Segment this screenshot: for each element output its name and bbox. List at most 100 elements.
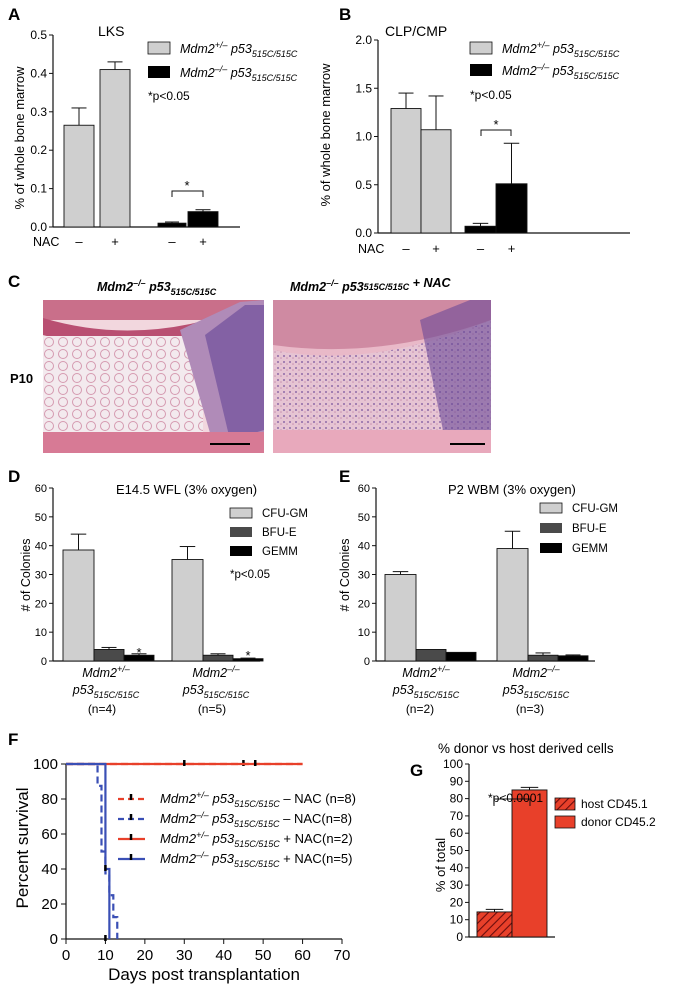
bar: [63, 124, 95, 228]
bar-gemm: [445, 651, 477, 662]
svg-text:Mdm2–/–: Mdm2–/–: [192, 664, 240, 680]
legend-label-het: Mdm2+/– p53515C/515C: [180, 40, 298, 59]
y-tick-label: 30: [35, 570, 47, 582]
y-tick-label: 2.0: [355, 33, 372, 47]
legend-label-null: Mdm2–/– p53515C/515C: [180, 64, 298, 83]
svg-text:Mdm2+/–: Mdm2+/–: [402, 664, 450, 680]
svg-text:p53515C/515C: p53515C/515C: [182, 683, 250, 700]
legend-label: donor CD45.2: [581, 815, 656, 829]
bar: [99, 69, 131, 228]
chart-title: CLP/CMP: [385, 23, 447, 39]
chart-title: % donor vs host derived cells: [438, 741, 614, 756]
bar: [420, 129, 452, 234]
y-tick-label: 100: [443, 757, 463, 771]
svg-text:p53515C/515C: p53515C/515C: [392, 683, 460, 700]
y-tick-label: 60: [41, 826, 58, 843]
x-tick-label: 20: [137, 947, 154, 964]
y-tick-label: 0.5: [355, 178, 372, 192]
legend: Mdm2+/– p53515C/515C Mdm2–/– p53515C/515…: [469, 40, 620, 102]
nac-label: NAC: [358, 242, 384, 256]
significance-star: *: [245, 648, 250, 663]
y-axis-label: # of Colonies: [338, 539, 352, 612]
nac-label: NAC: [33, 235, 59, 249]
plot-area: 0 10 20 30 40 50 60 * *: [35, 483, 264, 668]
legend-swatch-bfu-e: [540, 523, 562, 533]
legend-label: CFU-GM: [572, 503, 618, 515]
y-tick-label: 0: [364, 656, 370, 668]
y-tick-label: 70: [450, 809, 464, 823]
significance-bracket: [493, 798, 531, 806]
group-label-null: Mdm2–/– p53515C/515C (n=3): [502, 664, 570, 716]
y-tick-label: 20: [35, 598, 47, 610]
bar: [157, 222, 187, 228]
histology-title-left: Mdm2–/– p53515C/515C: [97, 278, 217, 297]
y-tick-label: 0.5: [30, 28, 47, 42]
significance-note: *p<0.0001: [488, 791, 543, 805]
panel-e: E P2 WBM (3% oxygen) # of Colonies 0 10 20…: [338, 467, 618, 716]
nac-treatment-label: –: [168, 234, 176, 249]
plot-area: 0 10 20 30 40 50 60: [358, 483, 595, 668]
plot-area: 0 20 40 60 80 100 0 10 20 30 40 50 60 70: [33, 756, 350, 964]
legend-label: host CD45.1: [581, 797, 648, 811]
panel-a: A LKS % of whole bone marrow 0.00.10.20.…: [8, 5, 298, 249]
y-tick-label: 0.1: [30, 182, 47, 196]
legend-label: Mdm2+/– p53515C/515C + NAC(n=2): [160, 830, 353, 849]
y-tick-label: 50: [35, 512, 47, 524]
significance-star: *: [493, 117, 498, 132]
legend: Mdm2+/– p53515C/515C – NAC (n=8)Mdm2–/– …: [118, 790, 356, 869]
legend-label-het: Mdm2+/– p53515C/515C: [502, 40, 620, 59]
chart-title: P2 WBM (3% oxygen): [448, 482, 576, 497]
group-label-het: Mdm2+/– p53515C/515C (n=2): [392, 664, 460, 716]
panel-b: B CLP/CMP % of whole bone marrow 0.0 0.5 1…: [318, 5, 630, 256]
bar-cfu-gm: [171, 559, 204, 662]
svg-text:(n=3): (n=3): [516, 702, 544, 716]
panel-f: F Percent survival Days post transplanta…: [8, 730, 356, 984]
bar: [390, 108, 422, 234]
bar-bfu-e: [415, 649, 447, 662]
y-axis-label: # of Colonies: [19, 539, 33, 612]
svg-text:Mdm2–/–: Mdm2–/–: [512, 664, 560, 680]
legend-label: BFU-E: [262, 527, 297, 539]
svg-text:(n=4): (n=4): [88, 702, 116, 716]
significance-note: *p<0.05: [230, 569, 270, 581]
panel-letter: B: [339, 5, 351, 24]
y-tick-label: 40: [35, 541, 47, 553]
significance-note: *p<0.05: [148, 89, 190, 103]
significance-star: *: [184, 178, 189, 193]
y-axis-label: % of whole bone marrow: [318, 63, 333, 207]
bar-cfu-gm: [384, 574, 417, 662]
nac-treatment-label: +: [199, 234, 207, 249]
plot-area: 0.0 0.1 0.2 0.3 0.4 0.5 – + – + *: [30, 28, 240, 249]
panel-letter: F: [8, 730, 18, 749]
svg-text:(n=2): (n=2): [406, 702, 434, 716]
y-tick-label: 50: [450, 844, 464, 858]
panel-letter: E: [339, 467, 350, 486]
legend: CFU-GM BFU-E GEMM: [539, 502, 618, 555]
x-tick-label: 0: [62, 947, 70, 964]
panel-g: G % donor vs host derived cells % of tot…: [410, 741, 656, 944]
significance-note: *p<0.05: [470, 88, 512, 102]
survival-curve: [66, 762, 119, 939]
panel-d: D E14.5 WFL (3% oxygen) # of Colonies 0 1…: [8, 467, 308, 716]
bar: [495, 183, 528, 234]
legend-swatch-cfu-gm: [539, 502, 563, 514]
y-tick-label: 0.3: [30, 105, 47, 119]
y-tick-label: 0: [456, 930, 463, 944]
legend-swatch-null: [470, 64, 492, 76]
y-tick-label: 10: [35, 627, 47, 639]
significance-bracket: [480, 129, 512, 136]
bar-gemm: [557, 655, 589, 662]
legend: CFU-GM BFU-E GEMM *p<0.05: [229, 507, 308, 581]
y-tick-label: 0.0: [30, 220, 47, 234]
legend-swatch-het: [469, 41, 493, 55]
legend-label: Mdm2+/– p53515C/515C – NAC (n=8): [160, 790, 356, 809]
legend-label: BFU-E: [572, 523, 607, 535]
y-tick-label: 0.4: [30, 66, 47, 80]
svg-text:p53515C/515C: p53515C/515C: [72, 683, 140, 700]
y-tick-label: 0.2: [30, 143, 47, 157]
histology-image-nac: [273, 300, 491, 453]
legend-label: GEMM: [262, 546, 298, 558]
legend-label: Mdm2–/– p53515C/515C – NAC(n=8): [160, 810, 352, 829]
age-label: P10: [10, 371, 33, 386]
